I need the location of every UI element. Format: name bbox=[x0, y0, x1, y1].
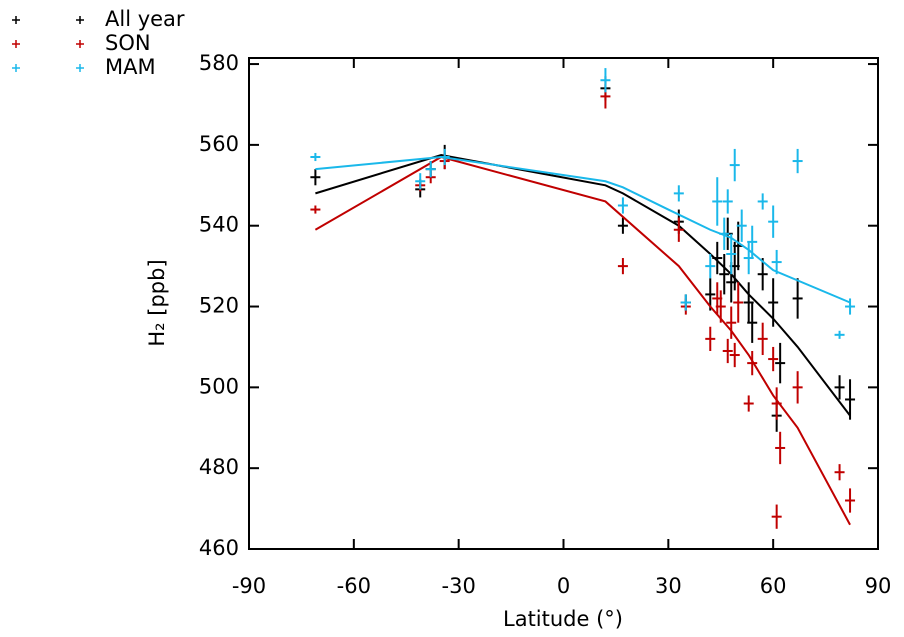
model-line bbox=[315, 153, 851, 417]
y-tick-label: 520 bbox=[199, 294, 239, 318]
model-line bbox=[314, 155, 851, 526]
legend-label: SON bbox=[105, 31, 151, 55]
model-line bbox=[315, 156, 851, 304]
x-tick-label: 30 bbox=[655, 574, 682, 598]
x-tick-label: 0 bbox=[557, 574, 570, 598]
y-tick-label: 480 bbox=[199, 455, 239, 479]
x-tick-label: -30 bbox=[442, 574, 476, 598]
y-tick-label: 460 bbox=[199, 536, 239, 560]
x-tick-label: 60 bbox=[760, 574, 787, 598]
x-tick-label: 90 bbox=[865, 574, 892, 598]
plot-frame bbox=[248, 57, 879, 550]
y-tick-label: 560 bbox=[199, 132, 239, 156]
legend-label: All year bbox=[105, 7, 185, 31]
legend-label: MAM bbox=[105, 55, 156, 79]
x-tick-label: -90 bbox=[232, 574, 266, 598]
y-tick-label: 580 bbox=[199, 51, 239, 75]
x-axis-label: Latitude (°) bbox=[503, 607, 623, 631]
y-tick-label: 500 bbox=[199, 374, 239, 398]
y-tick-label: 540 bbox=[199, 213, 239, 237]
y-axis-label: H₂ [ppb] bbox=[145, 259, 169, 346]
x-tick-label: -60 bbox=[337, 574, 371, 598]
